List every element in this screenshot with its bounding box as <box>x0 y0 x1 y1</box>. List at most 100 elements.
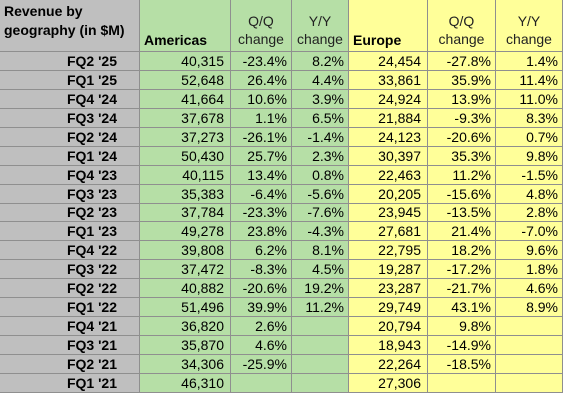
europe-yy-cell[interactable] <box>496 317 563 337</box>
americas-revenue-cell[interactable]: 40,882 <box>140 279 231 299</box>
americas-yy-cell[interactable]: 4.5% <box>292 260 349 280</box>
americas-revenue-cell[interactable]: 35,870 <box>140 336 231 355</box>
europe-qq-cell[interactable]: -21.7% <box>428 279 496 299</box>
quarter-cell[interactable]: FQ4 '24 <box>0 89 140 109</box>
americas-yy-cell[interactable]: 8.2% <box>292 52 349 71</box>
europe-qq-cell[interactable]: -20.6% <box>428 127 496 147</box>
americas-qq-cell[interactable]: -20.6% <box>231 279 292 299</box>
americas-revenue-cell[interactable]: 40,315 <box>140 52 231 71</box>
europe-qq-header-cell[interactable]: Q/Q change <box>428 0 496 52</box>
americas-yy-cell[interactable]: -5.6% <box>292 184 349 204</box>
europe-yy-cell[interactable]: 11.4% <box>496 70 563 90</box>
quarter-cell[interactable]: FQ2 '23 <box>0 203 140 223</box>
europe-revenue-cell[interactable]: 33,861 <box>349 70 428 90</box>
americas-qq-header-cell[interactable]: Q/Q change <box>231 0 292 52</box>
americas-revenue-cell[interactable]: 49,278 <box>140 222 231 242</box>
europe-qq-cell[interactable]: -17.2% <box>428 260 496 280</box>
americas-yy-cell[interactable]: 4.4% <box>292 70 349 90</box>
americas-revenue-cell[interactable]: 37,273 <box>140 127 231 147</box>
quarter-cell[interactable]: FQ2 '24 <box>0 127 140 147</box>
quarter-cell[interactable]: FQ1 '24 <box>0 146 140 166</box>
americas-yy-cell[interactable]: 3.9% <box>292 89 349 109</box>
europe-revenue-cell[interactable]: 22,463 <box>349 165 428 185</box>
americas-qq-cell[interactable]: -8.3% <box>231 260 292 280</box>
americas-yy-cell[interactable]: 2.3% <box>292 146 349 166</box>
europe-revenue-cell[interactable]: 18,943 <box>349 336 428 355</box>
americas-revenue-cell[interactable]: 50,430 <box>140 146 231 166</box>
americas-yy-header-cell[interactable]: Y/Y change <box>292 0 349 52</box>
quarter-cell[interactable]: FQ4 '23 <box>0 165 140 185</box>
americas-qq-cell[interactable]: 39.9% <box>231 298 292 318</box>
europe-yy-cell[interactable]: 9.6% <box>496 241 563 261</box>
europe-revenue-cell[interactable]: 20,794 <box>349 317 428 337</box>
europe-revenue-cell[interactable]: 24,454 <box>349 52 428 71</box>
americas-revenue-cell[interactable]: 37,678 <box>140 108 231 128</box>
europe-revenue-cell[interactable]: 24,924 <box>349 89 428 109</box>
quarter-cell[interactable]: FQ3 '22 <box>0 260 140 280</box>
americas-qq-cell[interactable]: -26.1% <box>231 127 292 147</box>
europe-revenue-cell[interactable]: 20,205 <box>349 184 428 204</box>
americas-qq-cell[interactable]: -25.9% <box>231 355 292 374</box>
americas-qq-cell[interactable]: 25.7% <box>231 146 292 166</box>
europe-revenue-cell[interactable]: 29,749 <box>349 298 428 318</box>
europe-qq-cell[interactable]: 43.1% <box>428 298 496 318</box>
europe-revenue-cell[interactable]: 22,264 <box>349 355 428 374</box>
europe-yy-cell[interactable]: 4.6% <box>496 279 563 299</box>
americas-qq-cell[interactable]: 6.2% <box>231 241 292 261</box>
europe-yy-cell[interactable]: 2.8% <box>496 203 563 223</box>
quarter-cell[interactable]: FQ2 '25 <box>0 52 140 71</box>
quarter-cell[interactable]: FQ1 '21 <box>0 373 140 393</box>
europe-revenue-cell[interactable]: 23,287 <box>349 279 428 299</box>
europe-qq-cell[interactable]: 13.9% <box>428 89 496 109</box>
quarter-cell[interactable]: FQ1 '25 <box>0 70 140 90</box>
europe-revenue-cell[interactable]: 27,306 <box>349 373 428 393</box>
europe-qq-cell[interactable]: -15.6% <box>428 184 496 204</box>
europe-revenue-cell[interactable]: 30,397 <box>349 146 428 166</box>
americas-revenue-cell[interactable]: 35,383 <box>140 184 231 204</box>
europe-yy-cell[interactable]: -1.5% <box>496 165 563 185</box>
americas-qq-cell[interactable]: -23.3% <box>231 203 292 223</box>
americas-revenue-cell[interactable]: 41,664 <box>140 89 231 109</box>
europe-yy-cell[interactable]: 4.8% <box>496 184 563 204</box>
corner-header-cell[interactable]: Revenue by geography (in $M) <box>0 0 140 52</box>
europe-qq-cell[interactable]: 35.9% <box>428 70 496 90</box>
americas-yy-cell[interactable] <box>292 317 349 337</box>
americas-qq-cell[interactable]: 26.4% <box>231 70 292 90</box>
europe-qq-cell[interactable]: 9.8% <box>428 317 496 337</box>
americas-yy-cell[interactable] <box>292 373 349 393</box>
europe-revenue-cell[interactable]: 24,123 <box>349 127 428 147</box>
quarter-cell[interactable]: FQ3 '21 <box>0 336 140 355</box>
europe-yy-cell[interactable] <box>496 373 563 393</box>
europe-yy-cell[interactable]: 9.8% <box>496 146 563 166</box>
europe-yy-cell[interactable]: -7.0% <box>496 222 563 242</box>
americas-yy-cell[interactable]: 19.2% <box>292 279 349 299</box>
europe-yy-cell[interactable]: 1.8% <box>496 260 563 280</box>
americas-qq-cell[interactable]: -6.4% <box>231 184 292 204</box>
europe-yy-cell[interactable]: 8.3% <box>496 108 563 128</box>
americas-qq-cell[interactable]: 13.4% <box>231 165 292 185</box>
americas-revenue-cell[interactable]: 36,820 <box>140 317 231 337</box>
quarter-cell[interactable]: FQ4 '22 <box>0 241 140 261</box>
europe-yy-cell[interactable] <box>496 355 563 374</box>
europe-qq-cell[interactable]: 11.2% <box>428 165 496 185</box>
americas-revenue-cell[interactable]: 51,496 <box>140 298 231 318</box>
americas-revenue-cell[interactable]: 46,310 <box>140 373 231 393</box>
americas-qq-cell[interactable]: 4.6% <box>231 336 292 355</box>
americas-yy-cell[interactable]: 11.2% <box>292 298 349 318</box>
europe-revenue-cell[interactable]: 19,287 <box>349 260 428 280</box>
americas-qq-cell[interactable]: 10.6% <box>231 89 292 109</box>
americas-revenue-cell[interactable]: 37,784 <box>140 203 231 223</box>
europe-qq-cell[interactable]: -27.8% <box>428 52 496 71</box>
americas-yy-cell[interactable]: 6.5% <box>292 108 349 128</box>
europe-yy-cell[interactable]: 11.0% <box>496 89 563 109</box>
quarter-cell[interactable]: FQ2 '21 <box>0 355 140 374</box>
americas-revenue-cell[interactable]: 34,306 <box>140 355 231 374</box>
americas-revenue-cell[interactable]: 52,648 <box>140 70 231 90</box>
europe-qq-cell[interactable]: -13.5% <box>428 203 496 223</box>
europe-qq-cell[interactable]: 21.4% <box>428 222 496 242</box>
americas-qq-cell[interactable]: 1.1% <box>231 108 292 128</box>
quarter-cell[interactable]: FQ4 '21 <box>0 317 140 337</box>
americas-qq-cell[interactable]: 23.8% <box>231 222 292 242</box>
europe-qq-cell[interactable] <box>428 373 496 393</box>
quarter-cell[interactable]: FQ1 '23 <box>0 222 140 242</box>
